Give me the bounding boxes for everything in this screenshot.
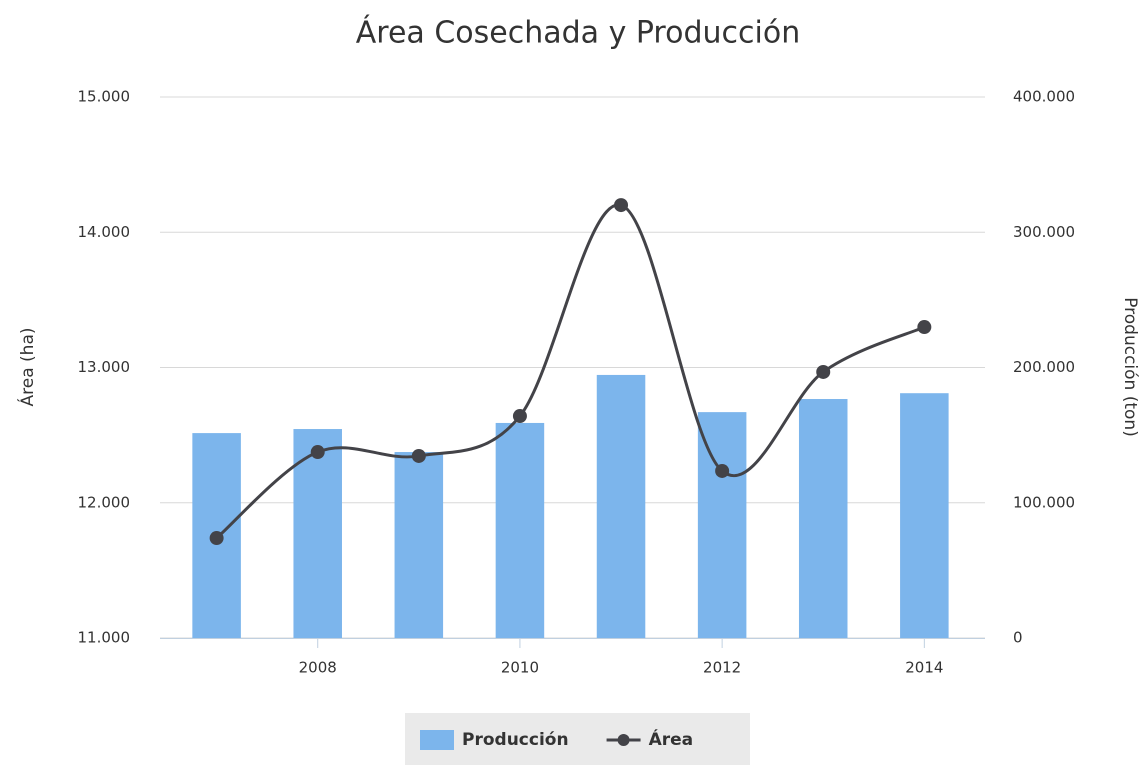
x-tick-label: 2008 — [299, 659, 337, 677]
y2-tick-label: 100.000 — [1013, 493, 1075, 511]
legend-marker — [617, 734, 630, 746]
y-tick-label: 12.000 — [78, 493, 131, 511]
y-tick-label: 11.000 — [78, 629, 131, 647]
x-tick-label: 2014 — [905, 659, 943, 677]
y-tick-label: 14.000 — [78, 223, 131, 241]
line-marker — [614, 198, 629, 213]
y2-tick-label: 0 — [1013, 629, 1023, 647]
y2-tick-label: 200.000 — [1013, 358, 1075, 376]
bar — [596, 374, 646, 638]
y-tick-label: 13.000 — [78, 358, 131, 376]
bar — [798, 399, 848, 638]
bar — [697, 412, 747, 638]
legend-box — [405, 713, 750, 765]
legend-label: Producción — [462, 730, 569, 750]
chart-title: Área Cosechada y Producción — [356, 15, 800, 51]
legend-swatch — [420, 730, 454, 750]
y2-tick-label: 300.000 — [1013, 223, 1075, 241]
bar — [495, 422, 545, 638]
y2-tick-label: 400.000 — [1013, 88, 1075, 106]
bar — [394, 452, 444, 638]
line-marker — [917, 320, 932, 335]
y2-axis-title: Producción (ton) — [1120, 297, 1140, 437]
bar — [900, 393, 949, 638]
legend-label: Área — [649, 728, 694, 750]
bar — [293, 429, 342, 638]
y-axis-title: Área (ha) — [16, 328, 38, 407]
line-marker — [209, 531, 224, 546]
line-marker — [310, 445, 325, 460]
line-marker — [715, 463, 730, 478]
line-marker — [411, 448, 426, 463]
x-tick-label: 2010 — [501, 659, 539, 677]
line-marker — [512, 409, 527, 424]
y-tick-label: 15.000 — [78, 88, 131, 106]
line-marker — [816, 364, 831, 379]
line — [215, 203, 925, 540]
x-tick-label: 2012 — [703, 659, 741, 677]
